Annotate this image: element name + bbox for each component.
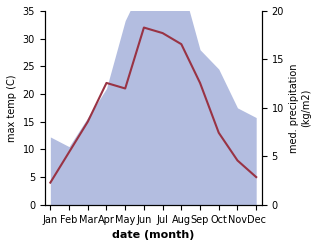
Y-axis label: max temp (C): max temp (C) <box>7 74 17 142</box>
X-axis label: date (month): date (month) <box>112 230 194 240</box>
Y-axis label: med. precipitation
(kg/m2): med. precipitation (kg/m2) <box>289 63 311 153</box>
